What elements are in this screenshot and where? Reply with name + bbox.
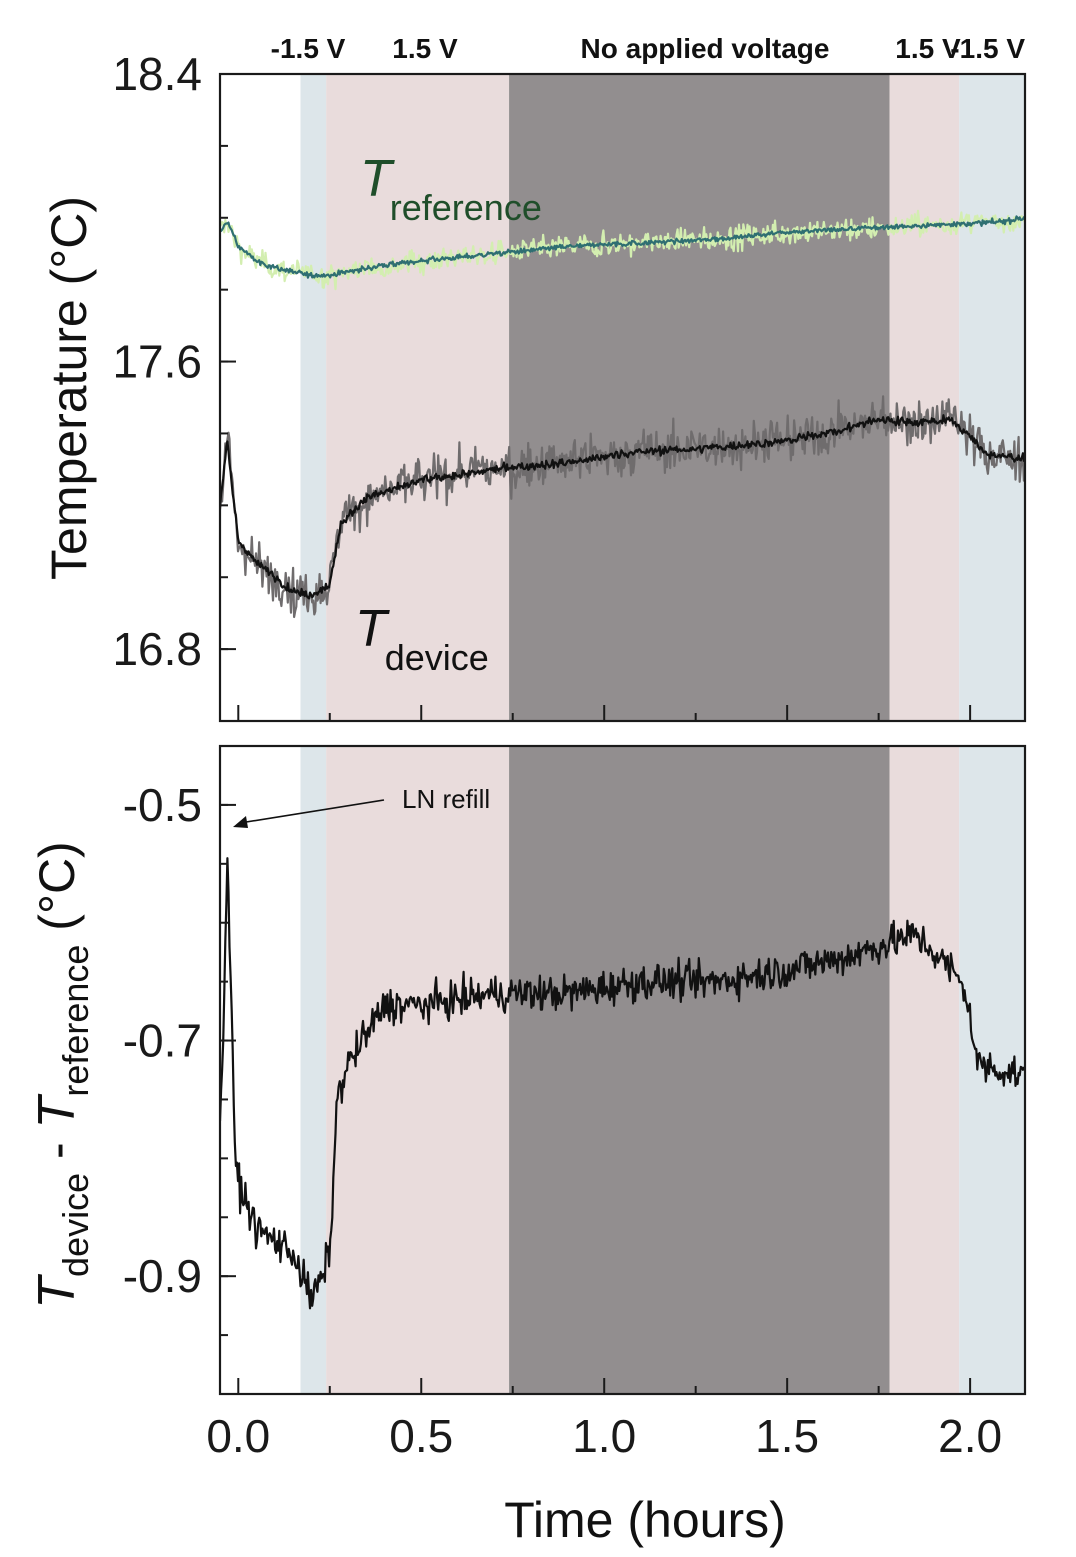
voltage-region-4 bbox=[889, 74, 960, 721]
top-series-layer bbox=[220, 209, 1025, 619]
x-tick-label: 2.0 bbox=[938, 1410, 1002, 1462]
region-label-1: -1.5 V bbox=[271, 33, 346, 64]
bottom-y-tick-label: -0.7 bbox=[123, 1015, 202, 1067]
voltage-region-2 bbox=[326, 746, 510, 1394]
x-axis-title: Time (hours) bbox=[504, 1492, 786, 1548]
top-plot-frame bbox=[218, 72, 1027, 723]
bottom-x-axis: 0.0 0.5 1.0 1.5 2.0 bbox=[206, 1378, 1002, 1462]
top-y-tick-label: 18.4 bbox=[112, 48, 202, 100]
top-x-axis-ticks bbox=[237, 705, 972, 721]
top-y-tick-label: 17.6 bbox=[112, 336, 202, 388]
region-label-3: No applied voltage bbox=[581, 33, 830, 64]
top-y-axis: 18.4 17.6 16.8 bbox=[112, 48, 236, 722]
series-T_device - T_reference-line bbox=[220, 857, 1025, 1310]
bottom-y-axis-title: Tdevice - Treference (°C) bbox=[28, 841, 96, 1308]
bottom-plot-frame bbox=[218, 744, 1027, 1396]
ln-refill-arrowhead bbox=[233, 816, 248, 828]
voltage-region-3 bbox=[509, 74, 890, 721]
voltage-region-4 bbox=[889, 746, 960, 1394]
voltage-region-2 bbox=[326, 74, 510, 721]
t-reference-label: Treference bbox=[360, 150, 542, 228]
bottom-voltage-regions bbox=[300, 746, 1025, 1394]
top-y-axis-title: Temperature (°C) bbox=[41, 196, 97, 580]
bottom-series-layer bbox=[220, 857, 1025, 1310]
bottom-y-axis: -0.5 -0.7 -0.9 bbox=[123, 745, 236, 1395]
ln-refill-arrow bbox=[239, 799, 385, 824]
voltage-region-3 bbox=[509, 746, 890, 1394]
x-tick-label: 1.0 bbox=[572, 1410, 636, 1462]
x-tick-label: 1.5 bbox=[755, 1410, 819, 1462]
bottom-y-tick-label: -0.5 bbox=[123, 779, 202, 831]
voltage-region-1 bbox=[300, 74, 327, 721]
voltage-region-labels: -1.5 V 1.5 V No applied voltage 1.5 V-1.5 V bbox=[271, 33, 1026, 64]
bottom-y-tick-label: -0.9 bbox=[123, 1250, 202, 1302]
region-label-2: 1.5 V bbox=[392, 33, 458, 64]
x-tick-label: 0.0 bbox=[206, 1410, 270, 1462]
series-T_reference-line bbox=[220, 215, 1025, 279]
series-T_device-line bbox=[220, 414, 1025, 600]
voltage-region-5 bbox=[959, 74, 1025, 721]
region-label-4: 1.5 V bbox=[895, 33, 961, 64]
top-y-tick-label: 16.8 bbox=[112, 623, 202, 675]
x-tick-label: 0.5 bbox=[389, 1410, 453, 1462]
top-voltage-regions bbox=[300, 74, 1025, 721]
t-device-label: Tdevice bbox=[355, 600, 489, 678]
region-label-5: -1.5 V bbox=[950, 33, 1025, 64]
ln-refill-annotation: LN refill bbox=[402, 784, 490, 814]
